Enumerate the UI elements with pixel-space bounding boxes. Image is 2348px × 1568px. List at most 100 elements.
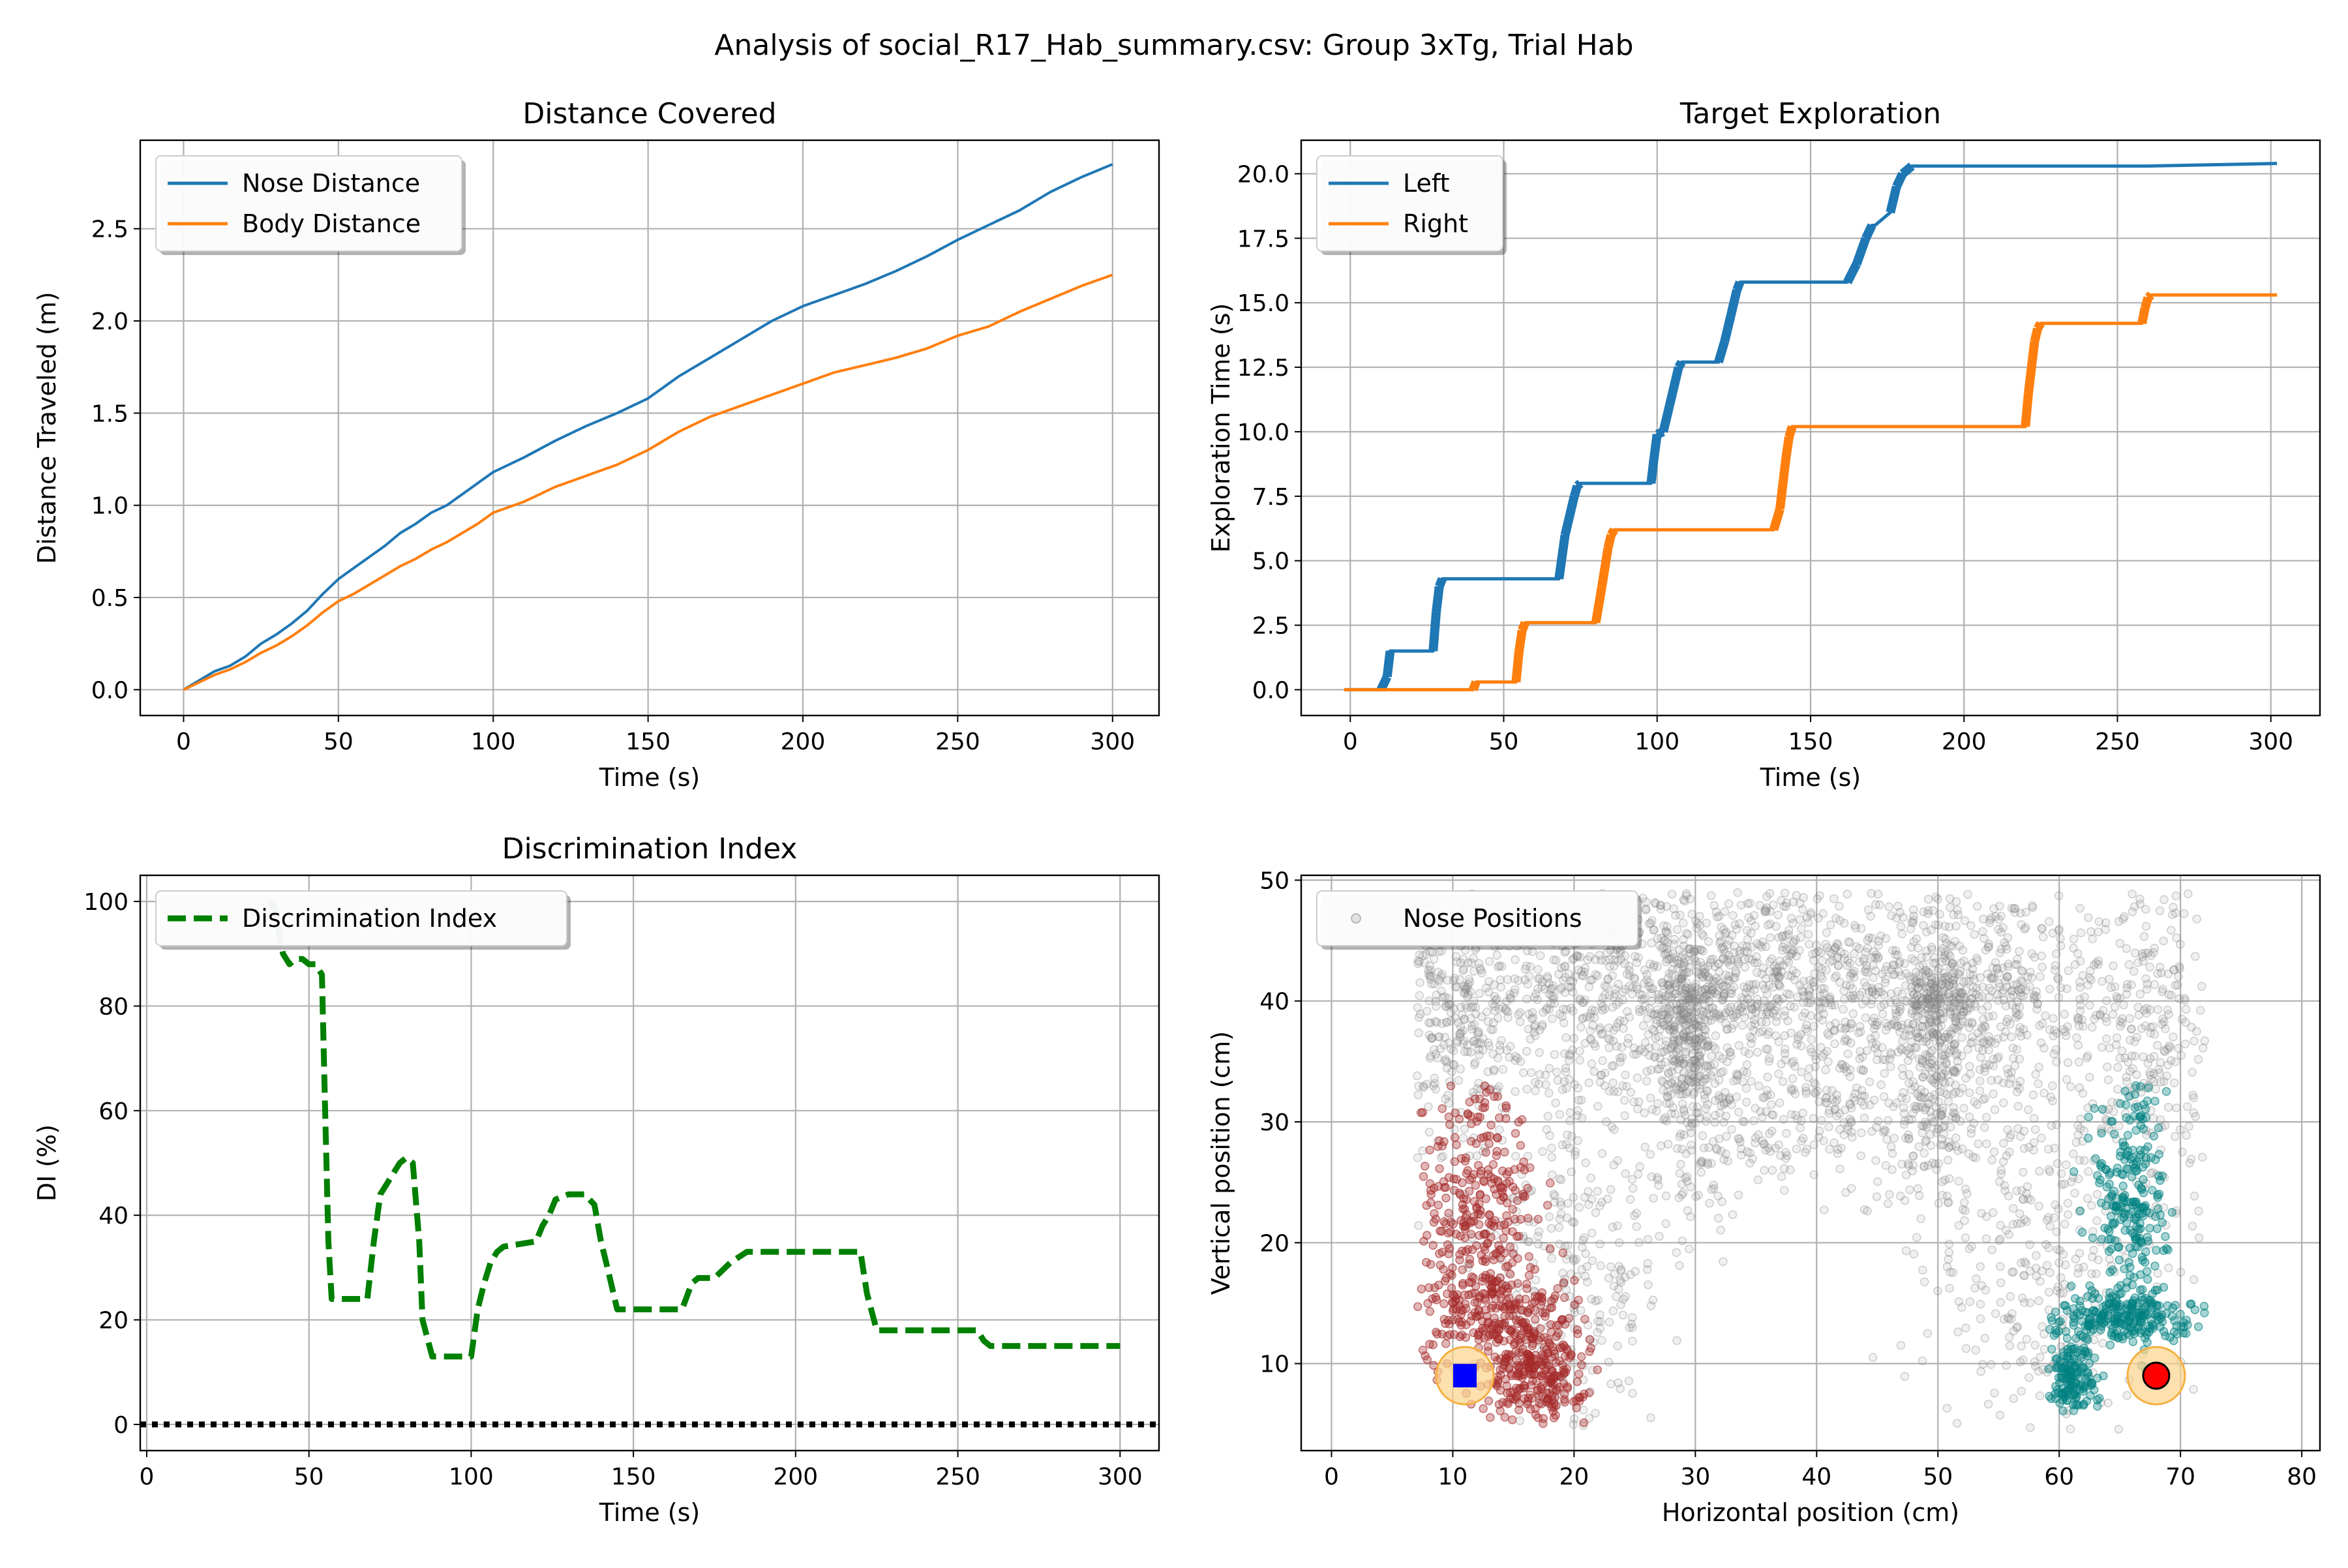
scatter-point — [1680, 1061, 1688, 1068]
scatter-point — [1522, 1319, 1529, 1327]
scatter-point — [2140, 1101, 2148, 1109]
y-tick-label: 10.0 — [1237, 419, 1289, 446]
scatter-point — [1919, 1357, 1927, 1364]
scatter-point — [1553, 1068, 1561, 1076]
scatter-point — [2152, 1213, 2160, 1220]
scatter-point — [1928, 1113, 1936, 1121]
scatter-point — [1586, 1348, 1593, 1355]
scatter-point — [1841, 995, 1848, 1003]
scatter-point — [2063, 1076, 2071, 1083]
scatter-point — [1979, 1361, 1987, 1368]
scatter-point — [1605, 1274, 1613, 1282]
scatter-point — [1457, 1306, 1465, 1314]
scatter-point — [1762, 975, 1769, 983]
scatter-point — [1504, 1014, 1512, 1021]
scatter-point — [1423, 1356, 1431, 1364]
x-axis-label: Time (s) — [1760, 763, 1861, 792]
scatter-point — [1664, 1140, 1672, 1148]
scatter-point — [2036, 1277, 2044, 1285]
scatter-point — [2008, 987, 2016, 995]
scatter-point — [1446, 1121, 1454, 1128]
scatter-point — [1525, 1010, 1533, 1018]
scatter-point — [1546, 1213, 1554, 1221]
scatter-point — [1640, 979, 1648, 987]
scatter-point — [1516, 1385, 1524, 1393]
scatter-point — [1963, 1007, 1971, 1015]
scatter-point — [1539, 1008, 1547, 1016]
scatter-point — [1581, 1040, 1589, 1048]
scatter-point — [2105, 1076, 2113, 1084]
scatter-point — [2077, 957, 2085, 965]
scatter-point — [1810, 957, 1818, 965]
scatter-point — [1485, 1211, 1493, 1218]
scatter-point — [1534, 1215, 1542, 1223]
y-tick-label: 2.5 — [1252, 613, 1289, 640]
scatter-point — [1992, 1310, 2000, 1318]
scatter-point — [1781, 1186, 1788, 1194]
scatter-point — [1665, 970, 1673, 978]
scatter-point — [1460, 1134, 1468, 1142]
y-tick-label: 40 — [98, 1203, 128, 1229]
scatter-point — [1599, 1057, 1606, 1064]
scatter-point — [1644, 1281, 1652, 1289]
scatter-point — [1790, 1003, 1798, 1011]
scatter-point — [1470, 1213, 1478, 1220]
scatter-point — [2075, 1058, 2083, 1066]
series-step — [1473, 682, 1476, 690]
scatter-point — [2006, 1148, 2013, 1156]
scatter-point — [1565, 1354, 1573, 1362]
scatter-point — [1939, 974, 1947, 982]
scatter-point — [1525, 1329, 1533, 1337]
scatter-point — [1414, 1004, 1422, 1012]
scatter-point — [1596, 1240, 1604, 1248]
scatter-point — [1461, 1016, 1469, 1023]
scatter-point — [1416, 978, 1424, 986]
scatter-point — [1578, 1096, 1586, 1104]
scatter-point — [1996, 1411, 2004, 1419]
scatter-point — [1451, 1158, 1458, 1166]
scatter-point — [1743, 1061, 1751, 1068]
scatter-point — [1548, 1015, 1556, 1023]
scatter-point — [2046, 985, 2054, 993]
scatter-point — [1523, 1285, 1531, 1293]
scatter-point — [2021, 1145, 2028, 1153]
scatter-point — [1810, 1171, 1818, 1179]
series-step — [1522, 623, 1526, 631]
scatter-point — [1607, 1380, 1615, 1388]
scatter-point — [1936, 911, 1944, 918]
y-tick-label: 2.5 — [91, 217, 128, 243]
scatter-point — [1785, 926, 1793, 934]
scatter-point — [1545, 1089, 1553, 1097]
scatter-point — [1443, 1290, 1451, 1298]
scatter-point — [1648, 1173, 1655, 1181]
scatter-point — [1478, 1013, 1486, 1021]
scatter-point — [1717, 1226, 1724, 1234]
scatter-point — [1456, 1065, 1464, 1073]
scatter-point — [1973, 1100, 1981, 1108]
scatter-point — [1977, 1301, 1985, 1308]
scatter-point — [1904, 1019, 1912, 1027]
scatter-point — [1676, 1133, 1683, 1141]
scatter-point — [1577, 1023, 1585, 1031]
scatter-point — [1946, 1268, 1954, 1276]
scatter-point — [2182, 1006, 2190, 1014]
scatter-point — [1414, 1154, 1422, 1162]
scatter-point — [2032, 1070, 2039, 1078]
scatter-point — [1449, 1307, 1457, 1315]
scatter-point — [2064, 1059, 2072, 1066]
scatter-point — [2046, 1026, 2054, 1034]
scatter-point — [2085, 914, 2092, 922]
scatter-point — [1619, 1082, 1627, 1090]
scatter-point — [1547, 1379, 1555, 1387]
scatter-point — [1931, 921, 1939, 929]
scatter-point — [1966, 1070, 1974, 1078]
scatter-point — [1790, 939, 1798, 946]
legend-label: Nose Distance — [242, 169, 420, 198]
scatter-point — [1531, 1298, 1539, 1306]
scatter-point — [1575, 1203, 1583, 1211]
scatter-point — [1738, 901, 1745, 909]
scatter-point — [1633, 1223, 1640, 1231]
scatter-point — [1559, 1005, 1567, 1013]
scatter-point — [1798, 1068, 1805, 1076]
scatter-point — [1560, 1278, 1568, 1286]
